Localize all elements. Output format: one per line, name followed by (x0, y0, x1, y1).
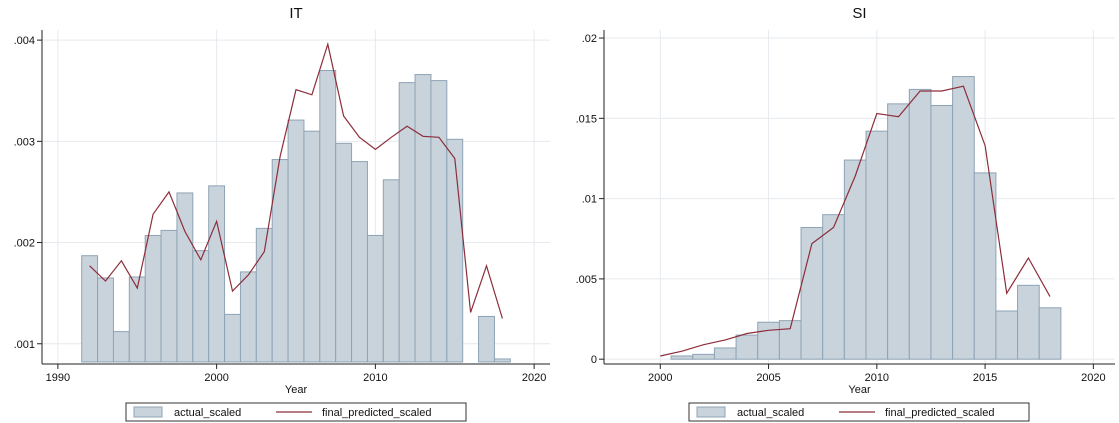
series-line-final-predicted (89, 41, 503, 319)
x-tick-label: 2000 (204, 372, 228, 384)
y-tick-label: .02 (582, 33, 597, 45)
bar (478, 315, 495, 363)
legend-label: actual_scaled (174, 407, 241, 419)
bar (414, 74, 432, 363)
bar (952, 76, 975, 360)
bar (908, 88, 932, 360)
y-tick-label: .003 (14, 136, 35, 148)
x-tick-label: 2010 (865, 372, 889, 384)
bar (757, 321, 780, 360)
x-tick-label: 2015 (973, 372, 997, 384)
bar (670, 355, 694, 360)
bar (822, 214, 845, 360)
bar (382, 179, 400, 363)
bar (351, 161, 368, 363)
x-tick-label: 2000 (648, 372, 672, 384)
x-tick-label: 2005 (756, 372, 780, 384)
bar (887, 103, 910, 360)
legend-label: final_predicted_scaled (885, 407, 994, 419)
y-tick-label: .005 (576, 274, 597, 286)
bar (843, 159, 867, 360)
bar (398, 82, 416, 363)
bar (1038, 307, 1062, 360)
chart-title: IT (289, 5, 302, 22)
bar (493, 358, 511, 363)
bar (128, 276, 146, 363)
bar (144, 234, 162, 363)
x-tick-label: 2020 (1081, 372, 1105, 384)
bar (224, 313, 241, 363)
y-tick-label: 0 (591, 354, 597, 366)
bar (319, 69, 337, 363)
bar (930, 104, 954, 360)
chart-panel-it: IT .001 .002 .003 .004 1990 2000 2010 2020 Year ac… (14, 5, 550, 422)
bar (192, 250, 210, 363)
y-tick-label: .01 (582, 194, 597, 206)
bar (303, 130, 321, 363)
bar (800, 227, 824, 360)
legend-swatch-bar (696, 406, 726, 418)
legend-label: final_predicted_scaled (322, 407, 431, 419)
bar (446, 138, 464, 363)
x-tick-label: 2010 (363, 372, 387, 384)
bar (430, 80, 448, 363)
bar (713, 347, 737, 360)
bar (239, 271, 257, 363)
legend: actual_scaled final_predicted_scaled (125, 402, 467, 422)
bar (692, 353, 715, 360)
y-tick-label: .001 (14, 339, 35, 351)
legend: actual_scaled final_predicted_scaled (688, 402, 1030, 422)
bar (97, 277, 114, 363)
bar (335, 142, 353, 363)
x-tick-label: 2020 (522, 372, 546, 384)
bar (160, 229, 178, 363)
legend-swatch-bar (133, 406, 163, 418)
bar (287, 119, 305, 363)
x-axis-label: Year (848, 384, 871, 396)
x-tick-label: 1990 (46, 372, 70, 384)
chart-panel-si: SI 0 .005 .01 .015 .02 2000 2005 2010 2015 2020 Yea… (576, 5, 1115, 422)
y-tick-label: .004 (14, 35, 35, 47)
bar (366, 234, 384, 363)
x-axis-label: Year (285, 384, 308, 396)
y-tick-label: .015 (576, 113, 597, 125)
bar (865, 130, 889, 360)
bar (208, 185, 226, 363)
y-tick-label: .002 (14, 238, 35, 250)
series-line-final-predicted (660, 85, 1051, 357)
bar (973, 172, 997, 360)
bar (735, 334, 759, 360)
bar (1017, 284, 1040, 360)
bar (112, 331, 130, 363)
legend-label: actual_scaled (737, 407, 804, 419)
bar (995, 310, 1019, 360)
chart-title: SI (852, 5, 866, 22)
